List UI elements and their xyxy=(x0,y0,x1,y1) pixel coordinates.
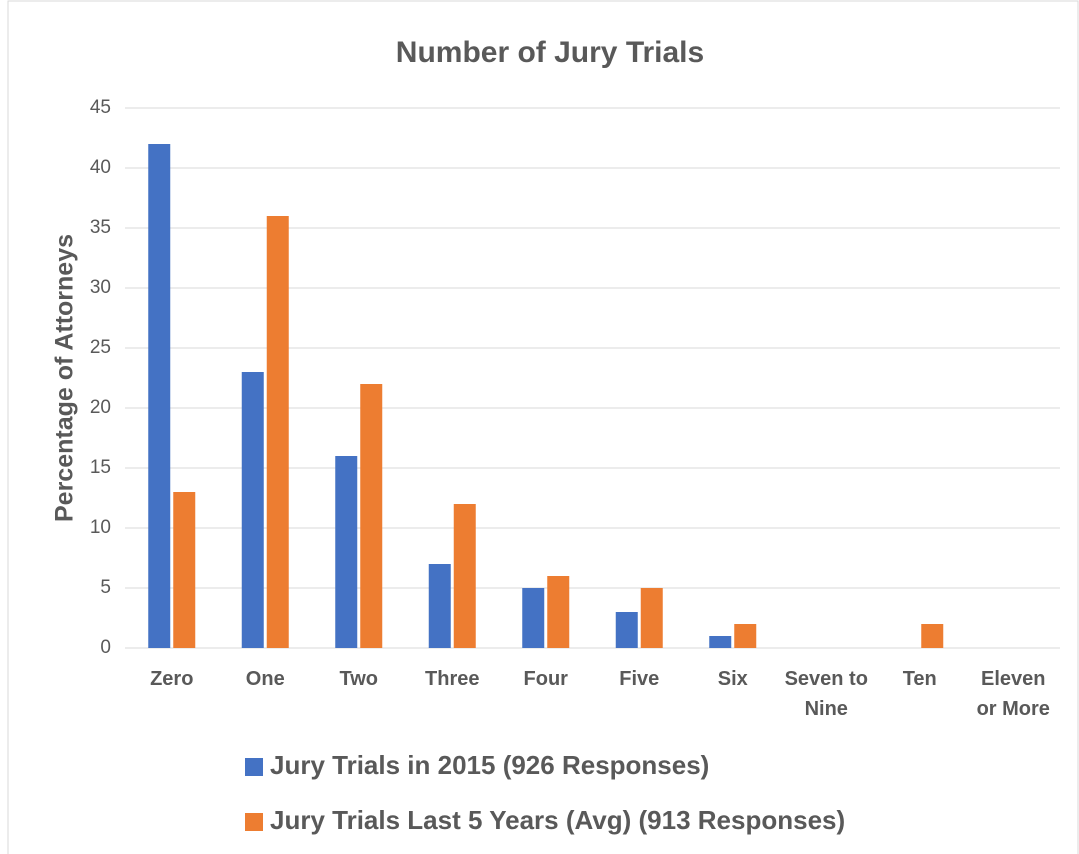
bar xyxy=(734,624,757,648)
bar xyxy=(148,144,171,648)
bar xyxy=(335,456,358,648)
x-tick-label: Zero xyxy=(150,668,194,690)
y-axis-label: Percentage of Attorneys xyxy=(51,234,79,522)
y-tick-label: 35 xyxy=(90,217,111,238)
y-tick-label: 30 xyxy=(90,277,111,298)
y-tick-label: 10 xyxy=(90,517,111,538)
bar xyxy=(266,216,289,648)
bar xyxy=(709,636,732,648)
legend-label: Jury Trials Last 5 Years (Avg) (913 Resp… xyxy=(270,805,845,835)
x-tick-label: Seven to Nine xyxy=(784,668,868,720)
bar xyxy=(360,384,383,648)
legend-swatch xyxy=(245,758,263,776)
x-tick-label: One xyxy=(245,668,285,690)
y-tick-label: 25 xyxy=(90,337,111,358)
legend-label: Jury Trials in 2015 (926 Responses) xyxy=(270,750,709,780)
bar xyxy=(241,372,264,648)
y-tick-label: 40 xyxy=(90,157,111,178)
bar xyxy=(640,588,663,648)
legend-swatch xyxy=(245,813,263,831)
y-tick-label: 0 xyxy=(100,637,111,658)
bar xyxy=(547,576,570,648)
y-tick-label: 5 xyxy=(100,577,111,598)
x-tick-label: Two xyxy=(339,668,378,690)
bar xyxy=(522,588,545,648)
x-tick-label: Eleven or More xyxy=(976,668,1050,720)
x-tick-label: Three xyxy=(425,668,480,690)
x-tick-label: Four xyxy=(523,668,568,690)
chart-border xyxy=(7,0,1079,854)
y-tick-label: 20 xyxy=(90,397,111,418)
x-tick-label: Ten xyxy=(902,668,937,690)
x-tick-label: Six xyxy=(717,668,748,690)
bar xyxy=(921,624,944,648)
chart-title: Number of Jury Trials xyxy=(396,36,704,69)
y-tick-label: 15 xyxy=(90,457,111,478)
bar xyxy=(428,564,451,648)
x-tick-label: Five xyxy=(619,668,660,690)
bar xyxy=(453,504,476,648)
bar xyxy=(615,612,638,648)
bar xyxy=(173,492,196,648)
y-tick-label: 45 xyxy=(90,97,111,118)
